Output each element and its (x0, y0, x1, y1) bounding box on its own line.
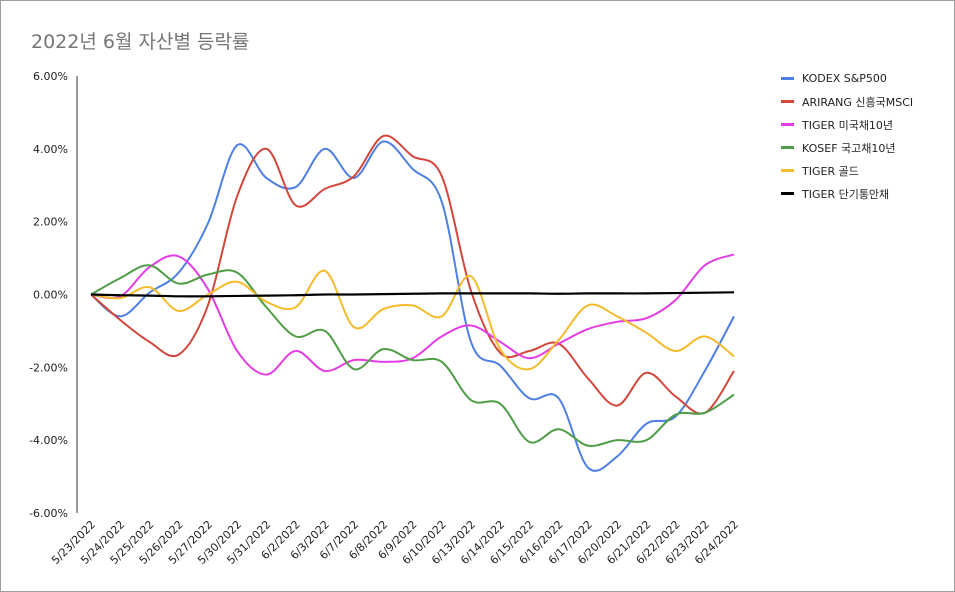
legend-label: TIGER 단기통안채 (802, 187, 890, 201)
series-line (90, 134, 735, 415)
legend-label: KOSEF 국고채10년 (802, 141, 896, 155)
legend-label: KODEX S&P500 (802, 72, 887, 85)
legend-swatch (781, 100, 794, 103)
legend-item[interactable]: KOSEF 국고채10년 (781, 136, 913, 159)
legend-item[interactable]: KODEX S&P500 (781, 67, 913, 90)
series-line (90, 140, 735, 472)
y-tick-label: 2.00% (33, 216, 68, 229)
y-tick-label: -4.00% (29, 434, 68, 447)
series-line (90, 264, 735, 447)
y-tick-label: 6.00% (33, 70, 68, 83)
series-line (90, 253, 735, 376)
x-tick-labels: 5/23/20225/24/20225/25/20225/26/20225/27… (49, 518, 741, 567)
legend-item[interactable]: TIGER 골드 (781, 159, 913, 182)
chart-title: 2022년 6월 자산별 등락률 (31, 31, 250, 53)
y-tick-label: 4.00% (33, 143, 68, 156)
y-tick-label: -2.00% (29, 361, 68, 374)
legend-swatch (781, 123, 794, 126)
legend-swatch (781, 192, 794, 195)
legend-item[interactable]: TIGER 단기통안채 (781, 182, 913, 205)
legend-item[interactable]: ARIRANG 신흥국MSCI (781, 90, 913, 113)
y-tick-label: 0.00% (33, 289, 68, 302)
chart-legend: KODEX S&P500 ARIRANG 신흥국MSCI TIGER 미국채10년 K… (781, 67, 913, 205)
legend-swatch (781, 77, 794, 80)
legend-item[interactable]: TIGER 미국채10년 (781, 113, 913, 136)
legend-label: TIGER 골드 (802, 164, 859, 178)
series-lines (90, 134, 735, 472)
y-tick-labels: 6.00% 4.00% 2.00% 0.00% -2.00% -4.00% -6.00% (29, 70, 68, 520)
legend-label: TIGER 미국채10년 (802, 118, 894, 132)
legend-swatch (781, 146, 794, 149)
y-tick-label: -6.00% (29, 507, 68, 520)
legend-swatch (781, 169, 794, 172)
series-line (90, 291, 735, 298)
legend-label: ARIRANG 신흥국MSCI (802, 95, 914, 109)
series-line (90, 269, 735, 371)
